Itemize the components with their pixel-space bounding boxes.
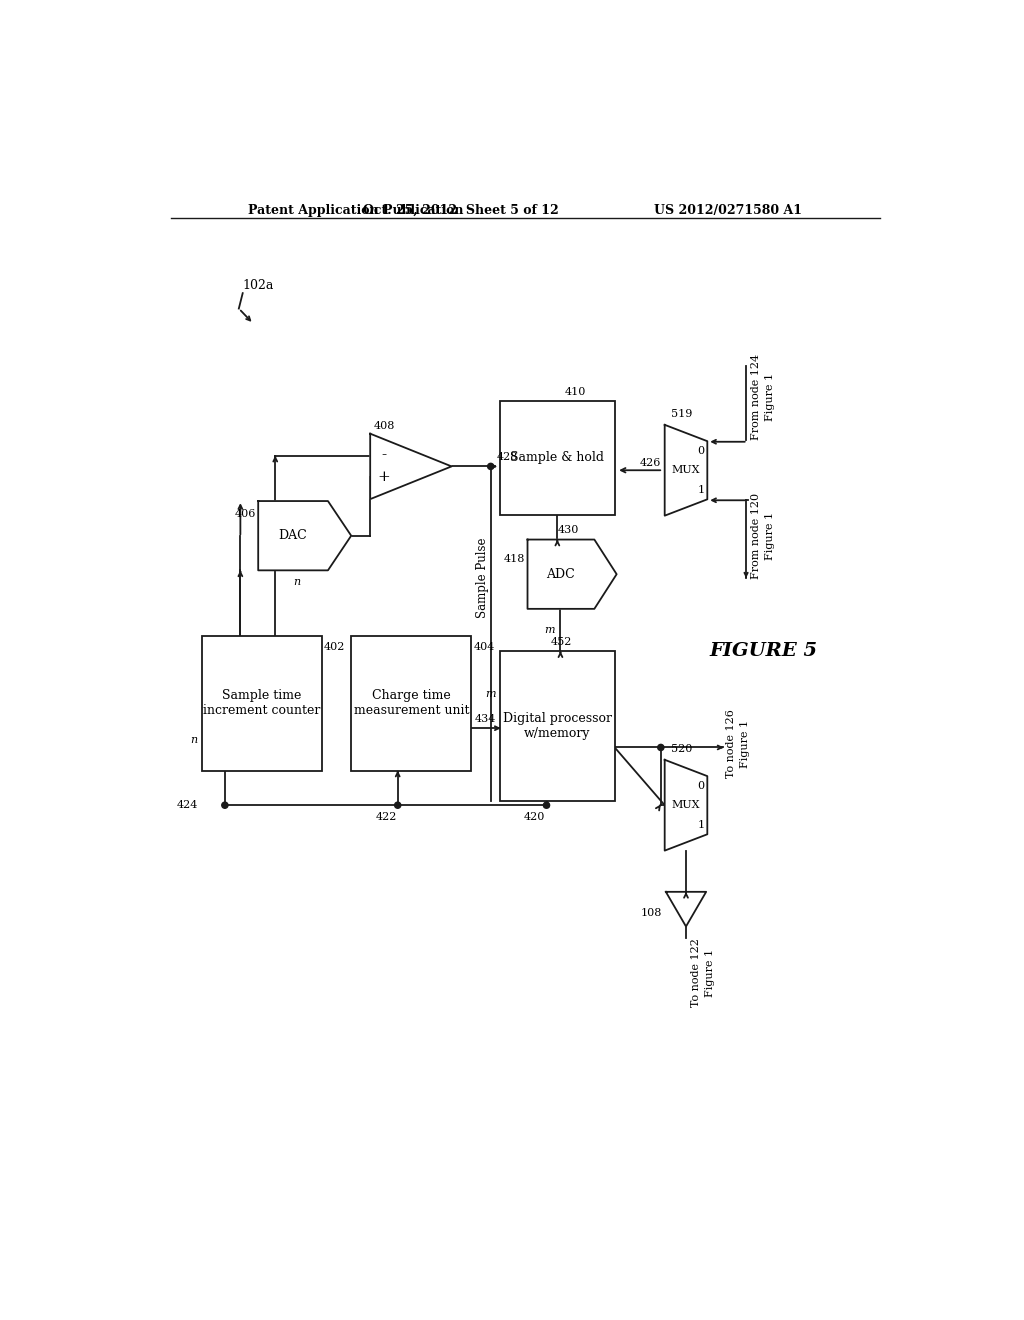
Text: FIGURE 5: FIGURE 5 [710, 643, 817, 660]
Text: +: + [378, 470, 390, 484]
Text: Figure 1: Figure 1 [765, 512, 775, 560]
Text: 422: 422 [376, 812, 396, 822]
Text: -: - [381, 449, 386, 462]
Text: From node 124: From node 124 [751, 354, 761, 440]
Bar [500, 651, 614, 801]
Circle shape [394, 803, 400, 808]
Text: 452: 452 [551, 638, 572, 647]
Circle shape [657, 744, 664, 751]
Text: MUX: MUX [672, 800, 700, 810]
Text: 424: 424 [176, 800, 198, 810]
Text: DAC: DAC [279, 529, 307, 543]
Circle shape [487, 463, 494, 470]
Text: ADC: ADC [547, 568, 575, 581]
Bar [202, 636, 322, 771]
Bar [351, 636, 471, 771]
Text: To node 126: To node 126 [726, 709, 736, 777]
Text: Sample time
increment counter: Sample time increment counter [203, 689, 321, 717]
Text: 102a: 102a [243, 279, 274, 292]
Text: Sample Pulse: Sample Pulse [476, 537, 489, 618]
Text: 402: 402 [324, 642, 345, 652]
Text: 404: 404 [474, 642, 495, 652]
Polygon shape [371, 434, 452, 499]
Text: 430: 430 [557, 525, 579, 536]
Circle shape [544, 803, 550, 808]
Polygon shape [665, 425, 708, 516]
Text: Patent Application Publication: Patent Application Publication [248, 205, 464, 218]
Polygon shape [666, 892, 707, 927]
Text: Oct. 25, 2012  Sheet 5 of 12: Oct. 25, 2012 Sheet 5 of 12 [364, 205, 559, 218]
Text: 418: 418 [504, 554, 525, 564]
Text: 426: 426 [639, 458, 660, 467]
Text: 406: 406 [234, 510, 256, 519]
Text: 428: 428 [497, 453, 518, 462]
Text: 410: 410 [565, 387, 587, 397]
Text: 1: 1 [697, 484, 705, 495]
Bar [500, 401, 614, 515]
Text: From node 120: From node 120 [751, 492, 761, 578]
Polygon shape [527, 540, 616, 609]
Text: m: m [544, 626, 554, 635]
Text: 519: 519 [672, 409, 693, 418]
Text: Charge time
measurement unit: Charge time measurement unit [353, 689, 469, 717]
Text: 0: 0 [697, 780, 705, 791]
Polygon shape [258, 502, 351, 570]
Text: Sample & hold: Sample & hold [510, 451, 604, 465]
Text: 0: 0 [697, 446, 705, 455]
Text: Figure 1: Figure 1 [740, 719, 750, 768]
Text: MUX: MUX [672, 465, 700, 475]
Text: 108: 108 [641, 908, 662, 917]
Text: 434: 434 [475, 714, 497, 723]
Text: Figure 1: Figure 1 [765, 374, 775, 421]
Text: 408: 408 [374, 421, 395, 430]
Text: n: n [189, 735, 197, 744]
Text: m: m [484, 689, 496, 698]
Text: n: n [294, 577, 300, 587]
Text: To node 122: To node 122 [690, 939, 700, 1007]
Circle shape [222, 803, 228, 808]
Text: 420: 420 [524, 812, 546, 822]
Text: 1: 1 [697, 820, 705, 830]
Polygon shape [665, 760, 708, 850]
Text: Digital processor
w/memory: Digital processor w/memory [503, 713, 612, 741]
Text: Figure 1: Figure 1 [705, 949, 715, 997]
Text: US 2012/0271580 A1: US 2012/0271580 A1 [654, 205, 802, 218]
Text: 520: 520 [672, 744, 693, 754]
